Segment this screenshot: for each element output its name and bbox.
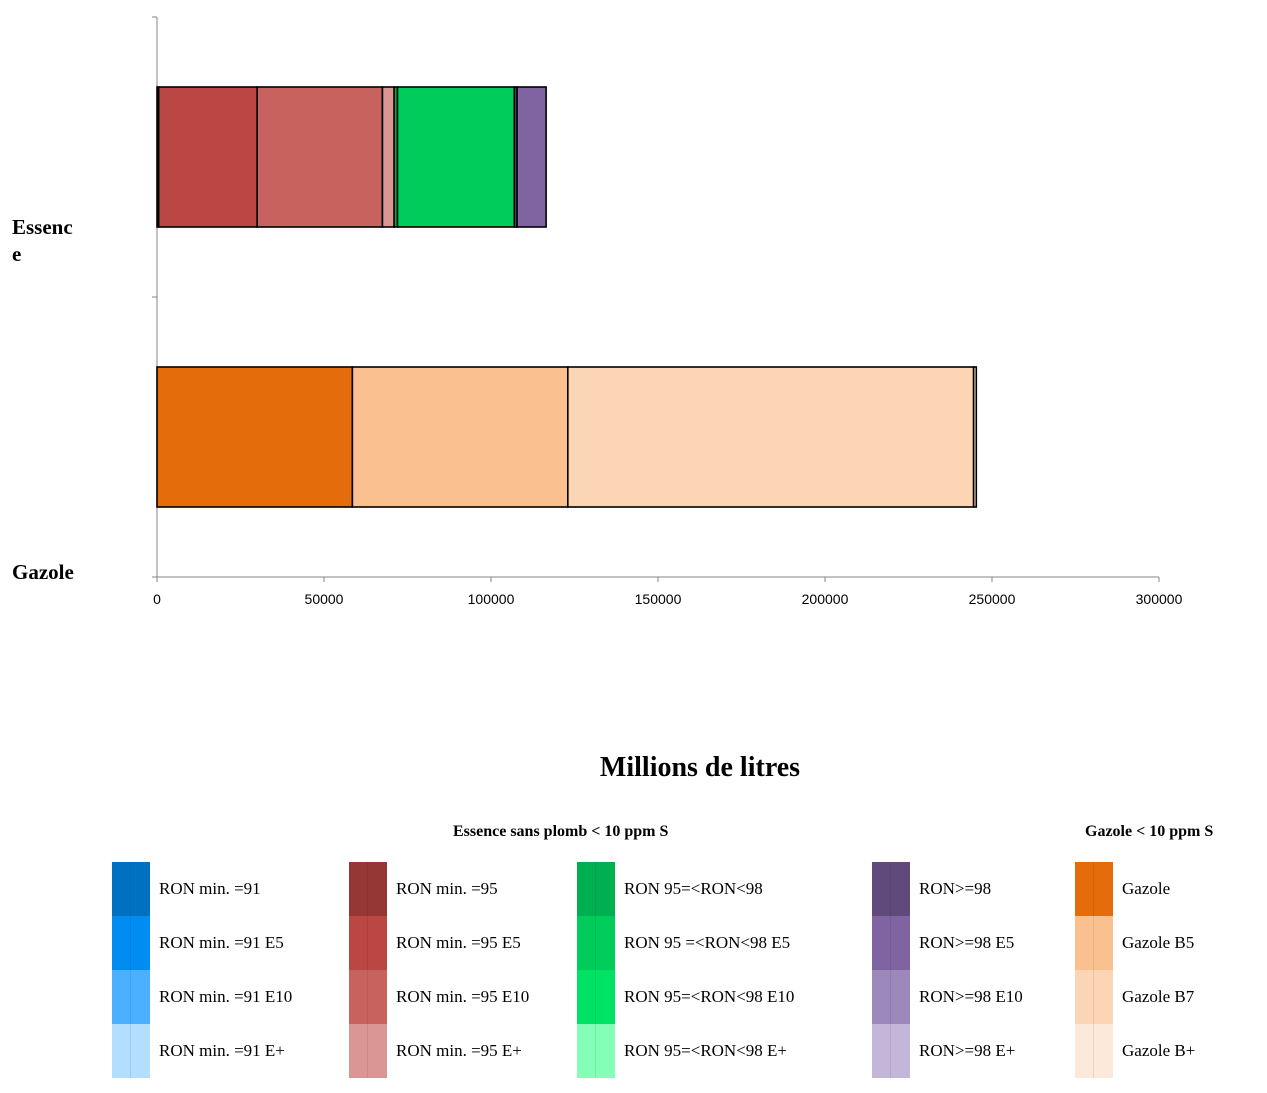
- bar-segment: [381, 86, 395, 228]
- x-tick-label: 0: [153, 591, 161, 607]
- plot-area: 0 50000 100000 150000 200000 250000 300000 Esse…: [12, 16, 1183, 607]
- legend-label: RON>=98 E+: [919, 1041, 1016, 1060]
- legend-label: Gazole B+: [1122, 1041, 1196, 1060]
- bar-segment: [157, 86, 258, 228]
- legend-label: RON min. =95: [396, 879, 498, 898]
- legend-swatch: [1075, 970, 1113, 1024]
- x-tick-label: 50000: [305, 591, 344, 607]
- legend-swatch: [872, 916, 910, 970]
- y-tick-label: Essenc e: [12, 215, 73, 266]
- y-tick-label: Gazole: [12, 560, 74, 584]
- bar-segment: [156, 366, 354, 508]
- legend-item: RON min. =91 E10: [112, 970, 292, 1024]
- legend-swatch: [577, 970, 615, 1024]
- legend-label: RON 95=<RON<98 E10: [624, 987, 795, 1006]
- legend-swatch: [112, 970, 150, 1024]
- legend-item: RON min. =91: [112, 862, 261, 916]
- legend-label: RON>=98 E10: [919, 987, 1023, 1006]
- legend-item: RON 95=<RON<98 E+: [577, 1024, 787, 1078]
- legend-swatch: [112, 916, 150, 970]
- x-axis-label: Millions de litres: [599, 752, 801, 783]
- legend-label: RON>=98 E5: [919, 933, 1015, 952]
- legend-item: RON 95 =<RON<98 E5: [577, 916, 790, 970]
- x-tick-label: 250000: [969, 591, 1016, 607]
- legend-swatch: [1075, 1024, 1113, 1078]
- legend-label: RON min. =91 E+: [159, 1041, 285, 1060]
- legend-item: RON min. =91 E5: [112, 916, 284, 970]
- bar-segment: [516, 86, 547, 228]
- legend-swatch: [577, 916, 615, 970]
- legend-label: RON 95 =<RON<98 E5: [624, 933, 791, 952]
- legend-swatch: [349, 970, 387, 1024]
- legend-item: RON>=98: [872, 862, 991, 916]
- legend-item: RON min. =95: [349, 862, 498, 916]
- legend-label: Gazole B5: [1122, 933, 1195, 952]
- legend-item: RON min. =95 E5: [349, 916, 521, 970]
- x-tick-label: 150000: [635, 591, 682, 607]
- legend-swatch: [1075, 916, 1113, 970]
- legend-item: RON min. =91 E+: [112, 1024, 285, 1078]
- legend-label: RON min. =95 E10: [396, 987, 530, 1006]
- legend-swatch: [112, 1024, 150, 1078]
- x-tick-label: 300000: [1136, 591, 1183, 607]
- legend-item: RON>=98 E+: [872, 1024, 1015, 1078]
- legend-label: RON 95=<RON<98: [624, 879, 763, 898]
- legend-swatch: [577, 1024, 615, 1078]
- legend-swatch: [872, 970, 910, 1024]
- legend-label: Gazole B7: [1122, 987, 1195, 1006]
- legend-label: RON>=98: [919, 879, 992, 898]
- legend-label: Gazole: [1122, 879, 1171, 898]
- legend-swatch: [349, 1024, 387, 1078]
- legend-swatch: [112, 862, 150, 916]
- bar-segment: [351, 366, 569, 508]
- legend-item: Gazole B7: [1075, 970, 1194, 1024]
- legend-label: RON 95=<RON<98 E+: [624, 1041, 788, 1060]
- legend-swatch: [1075, 862, 1113, 916]
- legend-item: RON min. =95 E+: [349, 1024, 522, 1078]
- legend-swatch: [349, 916, 387, 970]
- bar-segment: [567, 366, 975, 508]
- chart: 0 50000 100000 150000 200000 250000 300000 Esse…: [12, 16, 1183, 607]
- legend-label: RON min. =91 E10: [159, 987, 293, 1006]
- legend-item: Gazole B5: [1075, 916, 1194, 970]
- legend-label: RON min. =95 E5: [396, 933, 521, 952]
- x-tick-label: 200000: [802, 591, 849, 607]
- legend-item: RON 95=<RON<98: [577, 862, 763, 916]
- legend-label: RON min. =91 E5: [159, 933, 284, 952]
- legend-swatch: [577, 862, 615, 916]
- legend-item: RON>=98 E10: [872, 970, 1023, 1024]
- legend-item: Gazole: [1075, 862, 1170, 916]
- legend-group-title-gazole: Gazole < 10 ppm S: [1085, 823, 1214, 840]
- legend-item: RON min. =95 E10: [349, 970, 529, 1024]
- legend-item: RON>=98 E5: [872, 916, 1014, 970]
- legend-swatch: [872, 862, 910, 916]
- legend-item: RON 95=<RON<98 E10: [577, 970, 794, 1024]
- legend-swatch: [349, 862, 387, 916]
- legend-item: Gazole B+: [1075, 1024, 1195, 1078]
- legend-group-title-essence: Essence sans plomb < 10 ppm S: [453, 823, 669, 840]
- bar-segment: [256, 86, 384, 228]
- legend-label: RON min. =91: [159, 879, 261, 898]
- bar-segment: [972, 366, 978, 508]
- legend-label: RON min. =95 E+: [396, 1041, 522, 1060]
- legend-swatch: [872, 1024, 910, 1078]
- bar-segment: [396, 86, 516, 228]
- x-tick-label: 100000: [468, 591, 515, 607]
